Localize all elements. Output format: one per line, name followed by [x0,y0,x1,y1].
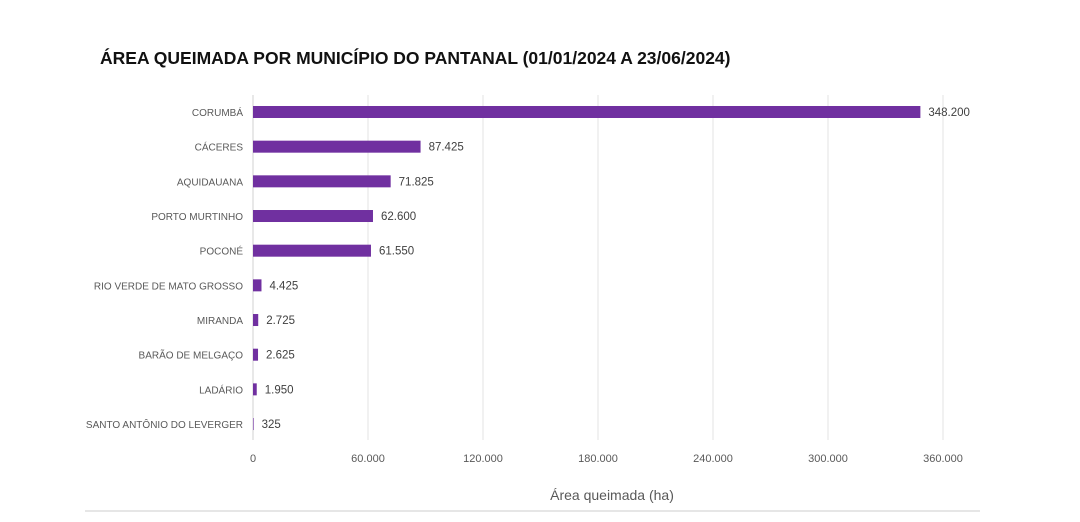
category-label: PORTO MURTINHO [151,212,243,223]
data-label: 71.825 [399,176,434,188]
bar [253,175,391,188]
category-label: BARÃO DE MELGAÇO [139,349,244,362]
bar [253,383,257,396]
data-label: 325 [262,419,281,431]
x-tick-label: 300.000 [808,453,848,465]
data-label: 348.200 [928,107,970,119]
x-tick-label: 120.000 [463,453,503,465]
data-label: 61.550 [379,246,414,258]
chart-title: ÁREA QUEIMADA POR MUNICÍPIO DO PANTANAL … [100,48,731,68]
bar [253,418,254,431]
category-label: CÁCERES [195,141,244,154]
category-label: MIRANDA [197,316,243,327]
category-label: AQUIDAUANA [177,177,243,188]
x-tick-label: 60.000 [351,453,385,465]
data-label: 1.950 [265,384,294,396]
category-label: POCONÉ [200,245,244,258]
bar [253,106,921,118]
divider [85,510,980,512]
x-axis-title: Área queimada (ha) [550,487,674,503]
category-label: RIO VERDE DE MATO GROSSO [94,281,243,292]
category-label: LADÁRIO [199,383,243,396]
data-label: 87.425 [429,142,464,154]
x-tick-label: 180.000 [578,453,618,465]
data-label: 4.425 [269,280,298,292]
bar [253,140,421,153]
category-label: CORUMBÁ [192,106,243,119]
data-label: 2.725 [266,315,295,327]
bar [253,314,259,327]
x-tick-label: 360.000 [923,453,963,465]
bar [253,244,371,257]
data-label: 62.600 [381,211,416,223]
category-label: SANTO ANTÔNIO DO LEVERGER [86,418,243,431]
bar [253,279,262,292]
bar [253,348,259,361]
data-label: 2.625 [266,350,295,362]
bar [253,210,373,223]
x-tick-label: 240.000 [693,453,733,465]
x-tick-label: 0 [250,453,256,465]
